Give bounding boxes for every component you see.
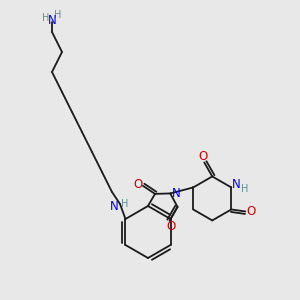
Text: O: O [199, 150, 208, 163]
Text: N: N [172, 187, 181, 200]
Text: H: H [42, 13, 50, 23]
Text: H: H [121, 199, 129, 209]
Text: O: O [166, 220, 175, 233]
Text: N: N [110, 200, 118, 212]
Text: O: O [247, 205, 256, 218]
Text: H: H [54, 10, 62, 20]
Text: O: O [134, 178, 142, 191]
Text: N: N [232, 178, 241, 191]
Text: N: N [48, 14, 56, 28]
Text: H: H [241, 184, 248, 194]
